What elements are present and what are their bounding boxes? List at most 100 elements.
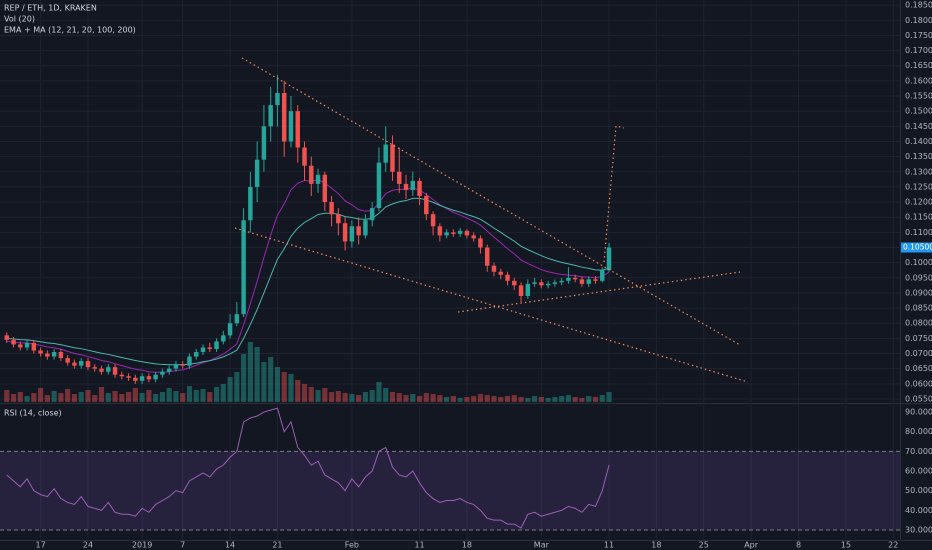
volume-bar xyxy=(78,392,84,402)
candle-body xyxy=(200,347,206,353)
candle-body xyxy=(464,230,470,236)
volume-bar xyxy=(491,396,497,402)
candle-body xyxy=(92,367,97,369)
moving-average xyxy=(6,179,610,373)
volume-bar xyxy=(153,394,159,402)
volume-bar xyxy=(10,394,17,402)
candle-body xyxy=(471,235,476,239)
candle-body xyxy=(356,226,361,236)
volume-bar xyxy=(403,395,409,402)
volume-bar xyxy=(65,389,71,402)
volume-bar xyxy=(281,372,287,402)
volume-bar xyxy=(173,391,179,402)
candle-body xyxy=(457,230,463,234)
candle-body xyxy=(586,279,591,284)
volume-bar xyxy=(532,396,538,402)
volume-bar xyxy=(444,397,450,402)
trend-lines xyxy=(234,57,749,383)
candle-body xyxy=(38,350,43,354)
x-tick-label: 7 xyxy=(180,541,185,550)
candle-body xyxy=(268,105,273,127)
candle-body xyxy=(194,352,199,357)
volume-bar xyxy=(362,392,368,402)
candle-body xyxy=(72,362,77,366)
candle-body xyxy=(363,220,368,236)
candle-body xyxy=(518,285,524,296)
x-tick-label: 17 xyxy=(36,541,46,550)
volume-bar xyxy=(572,397,578,402)
x-tick-label: 14 xyxy=(225,541,235,550)
candle-body xyxy=(397,171,402,184)
candle-body xyxy=(221,335,226,342)
volume-bar xyxy=(335,391,341,402)
candle-body xyxy=(166,368,172,372)
candle-body xyxy=(99,368,104,372)
volume-label: Vol (20) xyxy=(4,15,35,24)
candle-body xyxy=(261,126,267,160)
volume-bar xyxy=(525,398,531,402)
candle-body xyxy=(85,361,91,368)
volume-bar xyxy=(213,387,220,402)
candle-body xyxy=(383,144,388,163)
volume-bar xyxy=(430,394,436,402)
candle-body xyxy=(58,352,64,359)
x-tick-label: 25 xyxy=(699,541,709,550)
volume-bar xyxy=(4,390,10,402)
volume-bar xyxy=(186,386,193,402)
volume-bar xyxy=(464,397,470,402)
x-tick-label: 18 xyxy=(651,541,661,550)
candle-body xyxy=(234,314,240,324)
candle-body xyxy=(214,341,219,349)
volume-bar xyxy=(301,384,308,402)
volume-bar xyxy=(44,395,50,402)
candle-body xyxy=(315,174,321,184)
volume-bar xyxy=(389,392,396,402)
candle-body xyxy=(295,111,300,148)
y-tick-label: 30.00000 xyxy=(905,525,932,534)
candle-body xyxy=(444,232,449,236)
candle-body xyxy=(349,226,355,242)
candle-body xyxy=(302,147,307,166)
candle-body xyxy=(552,282,558,284)
candle-body xyxy=(248,186,253,221)
volume-bar xyxy=(132,388,138,402)
candle-body xyxy=(336,214,341,224)
axes: 17 24 2019 7 14 21 Feb 11 18 Mar 11 18 25 Apr 8 15 22 0.0… xyxy=(36,1,932,550)
volume-bar xyxy=(329,392,335,402)
candle-body xyxy=(254,159,260,187)
y-tick-label: 60.00000 xyxy=(905,467,932,476)
candle-body xyxy=(390,144,395,172)
candle-body xyxy=(309,165,314,184)
candle-body xyxy=(579,279,585,284)
y-tick-label: 40.00000 xyxy=(905,506,932,515)
x-tick-label: 18 xyxy=(462,541,472,550)
volume-bar xyxy=(58,393,64,402)
volume-bar xyxy=(24,396,30,402)
volume-bar xyxy=(376,382,382,402)
chart-title: REP / ETH, 1D, KRAKEN xyxy=(4,4,97,13)
trend-line xyxy=(241,57,741,346)
candle-body xyxy=(417,180,422,197)
candle-body xyxy=(539,282,544,286)
candle-body xyxy=(4,335,9,340)
candle-body xyxy=(329,202,334,215)
volume-bar xyxy=(437,395,443,402)
volume-bar xyxy=(295,380,301,402)
candle-body xyxy=(241,220,246,315)
candle-body xyxy=(342,223,348,242)
volume-bar xyxy=(498,397,504,402)
candle-body xyxy=(288,111,294,142)
